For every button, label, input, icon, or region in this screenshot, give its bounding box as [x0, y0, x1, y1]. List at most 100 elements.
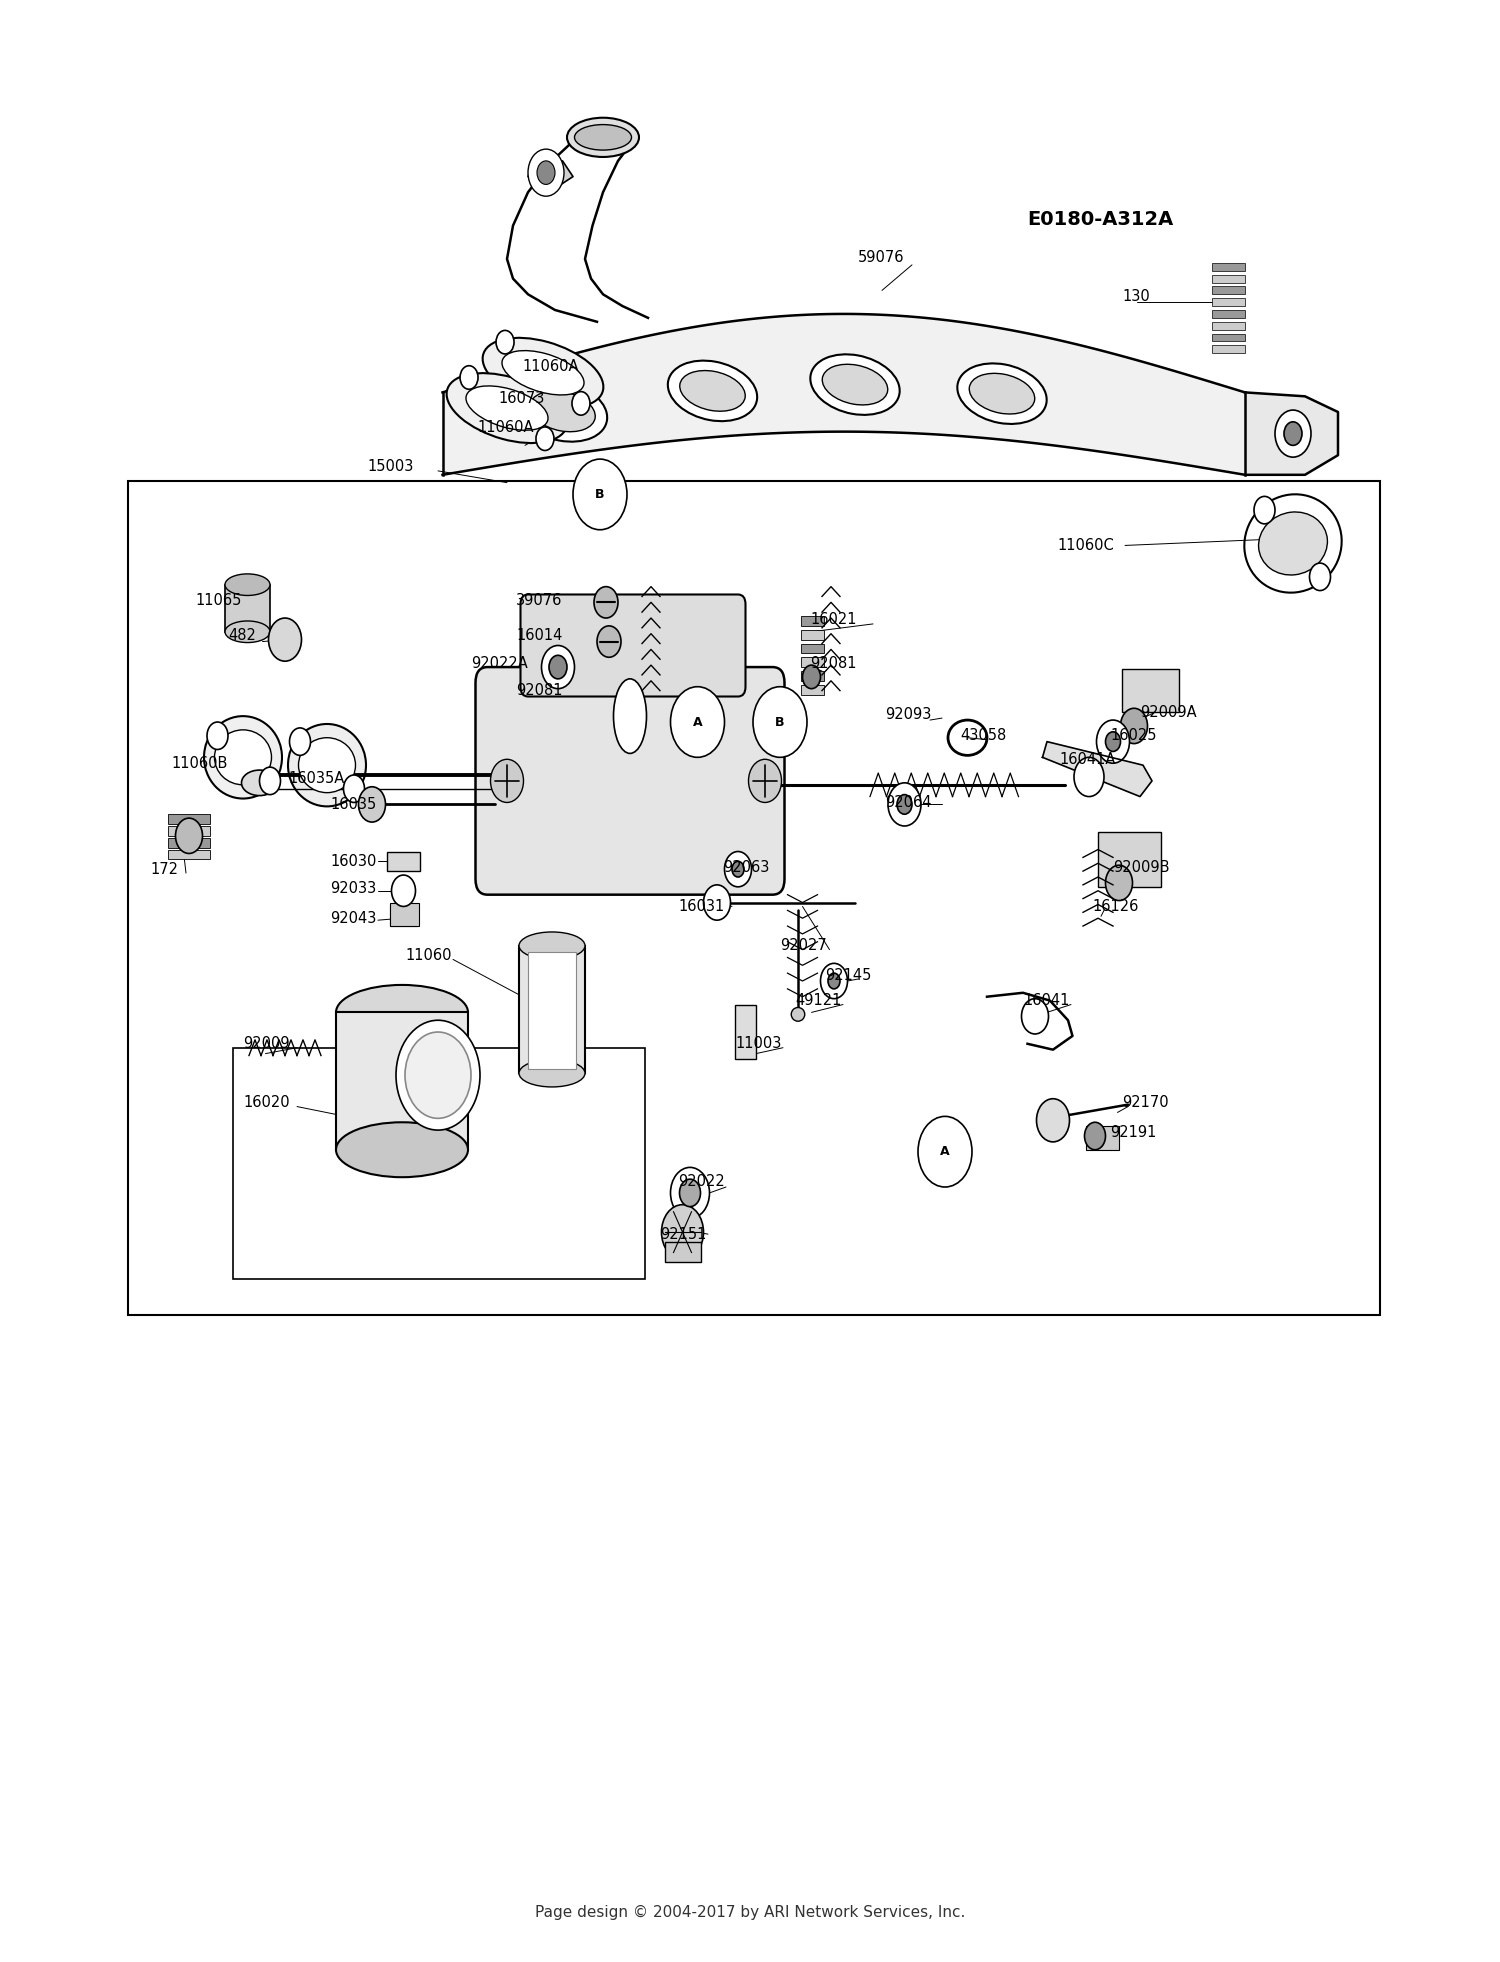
- Bar: [225, 585, 270, 632]
- Circle shape: [393, 879, 414, 906]
- Bar: [801, 671, 824, 681]
- Circle shape: [1084, 1122, 1106, 1150]
- Text: 16035: 16035: [330, 797, 376, 812]
- Bar: [168, 838, 210, 848]
- Ellipse shape: [204, 716, 282, 799]
- Text: 92027: 92027: [780, 938, 826, 954]
- Circle shape: [460, 365, 478, 388]
- Bar: [801, 644, 824, 653]
- Text: 92009B: 92009B: [1113, 859, 1170, 875]
- Circle shape: [670, 687, 724, 757]
- Text: 11060B: 11060B: [171, 755, 228, 771]
- Text: B: B: [596, 489, 604, 500]
- Text: 92093: 92093: [885, 706, 932, 722]
- Text: 92145: 92145: [825, 967, 872, 983]
- Ellipse shape: [822, 365, 888, 404]
- Text: 49121: 49121: [795, 993, 842, 1008]
- Text: Page design © 2004-2017 by ARI Network Services, Inc.: Page design © 2004-2017 by ARI Network S…: [536, 1905, 964, 1921]
- Circle shape: [536, 428, 554, 451]
- Text: 92009A: 92009A: [1140, 704, 1197, 720]
- Bar: [232, 1048, 645, 1279]
- Text: 16025: 16025: [1110, 728, 1156, 744]
- Text: 11060: 11060: [405, 948, 451, 963]
- Bar: [1212, 263, 1245, 271]
- Bar: [168, 850, 210, 859]
- Ellipse shape: [567, 118, 639, 157]
- Bar: [1212, 286, 1245, 294]
- Circle shape: [802, 665, 820, 689]
- Text: 16041: 16041: [1023, 993, 1070, 1008]
- Ellipse shape: [1258, 512, 1328, 575]
- Text: 92064: 92064: [885, 795, 932, 810]
- Circle shape: [542, 645, 574, 689]
- Circle shape: [724, 852, 752, 887]
- Ellipse shape: [225, 620, 270, 642]
- Bar: [390, 906, 417, 926]
- Text: 92081: 92081: [516, 683, 562, 698]
- Bar: [1098, 832, 1161, 887]
- Text: 15003: 15003: [368, 459, 414, 475]
- Bar: [519, 946, 585, 1073]
- Ellipse shape: [957, 363, 1047, 424]
- Text: 16035A: 16035A: [288, 771, 344, 787]
- Text: A: A: [693, 716, 702, 728]
- Polygon shape: [1245, 392, 1338, 475]
- Ellipse shape: [242, 769, 278, 795]
- Circle shape: [1074, 757, 1104, 797]
- Ellipse shape: [519, 1059, 585, 1087]
- FancyBboxPatch shape: [520, 594, 746, 697]
- Text: 11003: 11003: [735, 1036, 782, 1052]
- Bar: [1122, 669, 1179, 712]
- Bar: [390, 903, 418, 926]
- Ellipse shape: [336, 1122, 468, 1177]
- Text: 16014: 16014: [516, 628, 562, 644]
- Circle shape: [753, 687, 807, 757]
- Circle shape: [1106, 732, 1120, 751]
- Ellipse shape: [969, 373, 1035, 414]
- Ellipse shape: [518, 381, 608, 441]
- Bar: [1212, 310, 1245, 318]
- Ellipse shape: [214, 730, 272, 785]
- Text: 92191: 92191: [1110, 1124, 1156, 1140]
- Bar: [1212, 298, 1245, 306]
- Circle shape: [748, 759, 782, 802]
- Text: 16126: 16126: [1092, 899, 1138, 914]
- Text: 92151: 92151: [660, 1226, 706, 1242]
- Ellipse shape: [574, 124, 632, 149]
- Bar: [664, 1242, 700, 1262]
- Text: E0180-A312A: E0180-A312A: [1028, 210, 1173, 230]
- Ellipse shape: [530, 390, 596, 432]
- Circle shape: [528, 149, 564, 196]
- Circle shape: [1120, 708, 1148, 744]
- Circle shape: [1022, 999, 1048, 1034]
- Circle shape: [662, 1205, 704, 1260]
- Circle shape: [594, 587, 618, 618]
- Circle shape: [704, 885, 730, 920]
- Ellipse shape: [792, 1008, 804, 1020]
- Text: 92009: 92009: [243, 1036, 290, 1052]
- Polygon shape: [528, 161, 573, 186]
- Bar: [801, 616, 824, 626]
- Circle shape: [572, 392, 590, 416]
- Circle shape: [260, 767, 280, 795]
- FancyBboxPatch shape: [476, 667, 784, 895]
- Circle shape: [1106, 865, 1132, 901]
- Text: B: B: [776, 716, 784, 728]
- Text: 92022: 92022: [678, 1173, 724, 1189]
- Ellipse shape: [810, 355, 900, 414]
- Ellipse shape: [503, 351, 584, 394]
- Circle shape: [1036, 1099, 1070, 1142]
- Circle shape: [392, 875, 416, 906]
- Circle shape: [732, 861, 744, 877]
- Circle shape: [490, 759, 524, 802]
- Ellipse shape: [519, 932, 585, 959]
- Bar: [1212, 275, 1245, 283]
- Bar: [168, 814, 210, 824]
- Ellipse shape: [288, 724, 366, 806]
- Circle shape: [537, 161, 555, 184]
- Circle shape: [821, 963, 848, 999]
- Circle shape: [207, 722, 228, 749]
- Text: 39076: 39076: [516, 593, 562, 608]
- Circle shape: [268, 618, 302, 661]
- Text: 11060A: 11060A: [522, 359, 579, 375]
